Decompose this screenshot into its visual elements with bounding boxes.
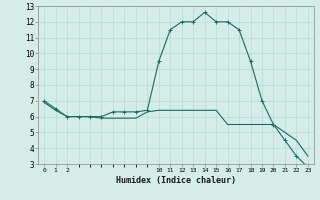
X-axis label: Humidex (Indice chaleur): Humidex (Indice chaleur) (116, 176, 236, 185)
